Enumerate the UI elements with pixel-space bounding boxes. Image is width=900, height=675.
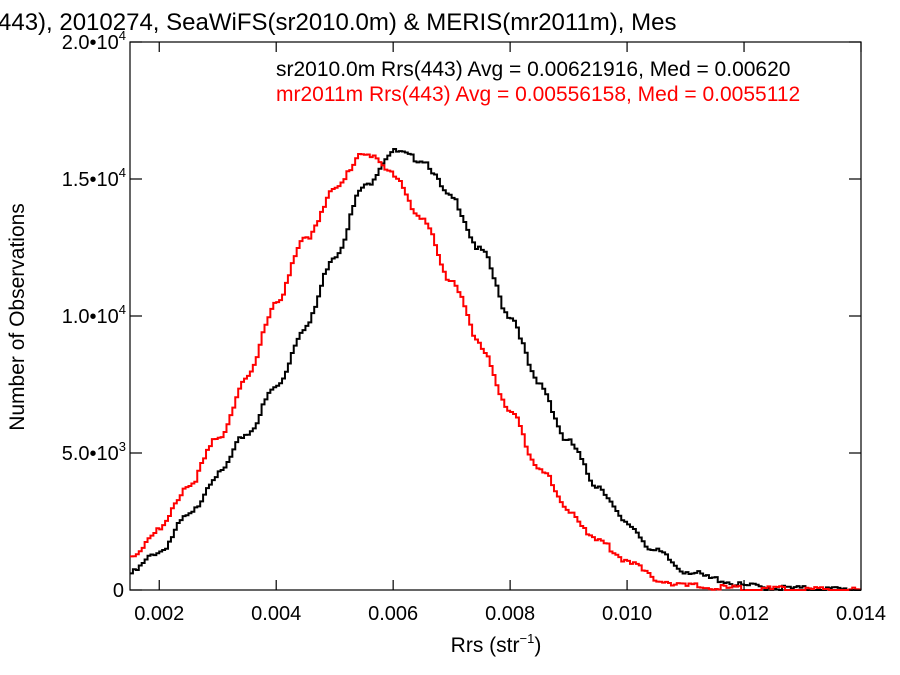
chart-title: s(443), 2010274, SeaWiFS(sr2010.0m) & ME…	[0, 9, 676, 36]
x-tick-label-0: 0.002	[134, 603, 184, 625]
y-axis-ticks: 0 5.0•103 1.0•104 1.5•104 2.0•104	[62, 28, 861, 602]
x-axis-label: Rrs (str−1)	[451, 631, 542, 657]
series-line-0	[130, 147, 861, 591]
series-layer	[130, 147, 861, 591]
plot-area-border	[129, 41, 862, 591]
plot-frame	[129, 41, 862, 591]
x-tick-label-2: 0.006	[368, 603, 418, 625]
x-tick-label-4: 0.010	[602, 603, 652, 625]
y-tick-label-0: 0	[113, 580, 124, 602]
y-tick-label-3: 1.5•104	[62, 165, 126, 191]
x-tick-label-6: 0.014	[836, 603, 886, 625]
annotation-sr2010-stats: sr2010.0m Rrs(443) Avg = 0.00621916, Med…	[276, 58, 790, 81]
y-tick-label-4: 2.0•104	[62, 28, 126, 54]
x-tick-label-3: 0.008	[485, 603, 535, 625]
x-tick-label-5: 0.012	[719, 603, 769, 625]
y-tick-label-1: 5.0•103	[62, 439, 126, 465]
series-line-1	[130, 153, 861, 591]
annotation-mr2011-stats: mr2011m Rrs(443) Avg = 0.00556158, Med =…	[276, 83, 800, 106]
x-axis-ticks: 0.002 0.004 0.006 0.008 0.010 0.012 0.014	[134, 42, 886, 625]
x-tick-label-1: 0.004	[251, 603, 301, 625]
y-tick-label-2: 1.0•104	[62, 302, 126, 328]
y-axis-label: Number of Observations	[6, 203, 29, 431]
x-axis-label-superscript: −1	[520, 631, 535, 646]
